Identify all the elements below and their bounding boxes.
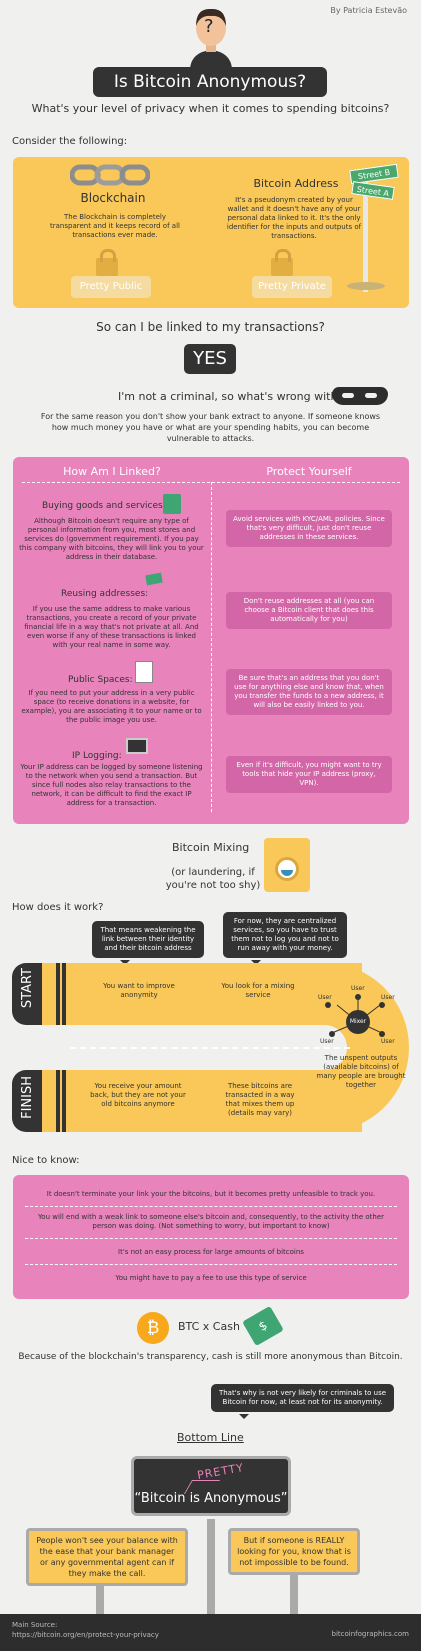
board-post bbox=[290, 1560, 298, 1614]
nice-divider bbox=[25, 1264, 397, 1265]
nice-divider bbox=[25, 1238, 397, 1239]
yes-answer: YES bbox=[184, 344, 236, 374]
footer bbox=[0, 1614, 421, 1651]
user-node bbox=[379, 1031, 385, 1037]
user-label: User bbox=[318, 994, 332, 1001]
closed-lock-icon bbox=[271, 249, 293, 276]
footer-source: Main Source: https://bitcoin.org/en/prot… bbox=[12, 1620, 159, 1640]
criminals-tooltip: That's why is not very likely for crimin… bbox=[211, 1384, 394, 1419]
track-bottom bbox=[42, 1070, 362, 1132]
nice-to-know-panel bbox=[13, 1175, 409, 1299]
nice-item: It doesn't terminate your link your the … bbox=[46, 1190, 376, 1198]
source-link[interactable]: https://bitcoin.org/en/protect-your-priv… bbox=[12, 1631, 159, 1639]
mixer-node: Mixer bbox=[346, 1010, 370, 1034]
mask-icon bbox=[332, 387, 388, 405]
shopping-bag-icon bbox=[163, 494, 181, 514]
washing-machine-icon bbox=[264, 838, 310, 892]
start-cap bbox=[12, 963, 42, 1025]
blockchain-description: The Blockchain is completely transparent… bbox=[50, 213, 180, 239]
user-label: User bbox=[320, 1038, 334, 1045]
mixing-title: Bitcoin Mixing bbox=[172, 841, 250, 854]
user-node bbox=[325, 1002, 331, 1008]
finish-label: FINISH bbox=[20, 1076, 35, 1119]
findable-board: But if someone is REALLY looking for you… bbox=[228, 1528, 360, 1575]
linked-question: So can I be linked to my transactions? bbox=[96, 320, 325, 334]
linked-item-title: Public Spaces: bbox=[68, 675, 133, 685]
sign-text: “Bitcoin is Anonymous” bbox=[134, 1491, 288, 1506]
start-line bbox=[56, 963, 60, 1025]
track-center-line bbox=[70, 1047, 350, 1049]
author-credit: By Patricia Estevão bbox=[330, 6, 407, 15]
nice-to-know-heading: Nice to know: bbox=[12, 1155, 80, 1166]
bitcoin-address-title: Bitcoin Address bbox=[253, 177, 339, 190]
linked-item-text: If you need to put your address in a ver… bbox=[21, 689, 202, 724]
linked-item-title: Reusing addresses: bbox=[61, 589, 149, 599]
balance-board: People won't see your balance with the e… bbox=[26, 1528, 188, 1586]
source-label: Main Source: bbox=[12, 1621, 58, 1629]
protect-tip: Be sure that's an address that you don't… bbox=[226, 669, 392, 715]
blockchain-title: Blockchain bbox=[80, 191, 146, 205]
how-it-works-heading: How does it work? bbox=[12, 902, 104, 913]
cash-icon: $ bbox=[242, 1305, 284, 1347]
user-label: User bbox=[381, 994, 395, 1001]
bitcoin-address-description: It's a pseudonym created by your wallet … bbox=[226, 196, 362, 240]
user-node bbox=[379, 1002, 385, 1008]
board-post bbox=[96, 1565, 104, 1614]
chain-icon bbox=[69, 163, 151, 191]
nice-item: It's not an easy process for large amoun… bbox=[118, 1248, 304, 1256]
step-outputs-gathered: The unspent outputs (available bitcoins)… bbox=[316, 1054, 406, 1089]
consider-heading: Consider the following: bbox=[12, 136, 128, 147]
nice-item: You will end with a weak link to someone… bbox=[37, 1213, 385, 1230]
qr-poster-icon bbox=[135, 661, 153, 683]
linked-item-text: If you use the same address to make vari… bbox=[24, 605, 199, 649]
linked-item-text: Your IP address can be logged by someone… bbox=[20, 763, 203, 807]
protect-tip: Even if it's difficult, you might want t… bbox=[226, 756, 392, 793]
page-subtitle: What's your level of privacy when it com… bbox=[31, 102, 390, 115]
start-line bbox=[62, 963, 66, 1025]
nice-divider bbox=[25, 1206, 397, 1207]
step-improve-anonymity: You want to improve anonymity bbox=[103, 982, 175, 999]
user-label: User bbox=[351, 985, 365, 992]
how-linked-heading: How Am I Linked? bbox=[63, 465, 161, 478]
question-head-illustration: ? bbox=[186, 6, 236, 68]
criminal-question: I'm not a criminal, so what's wrong with… bbox=[118, 390, 370, 403]
footer-site-link[interactable]: bitcoinfographics.com bbox=[331, 1630, 410, 1638]
finish-line bbox=[62, 1070, 66, 1132]
user-node bbox=[355, 994, 361, 1000]
street-sign-icon bbox=[347, 170, 385, 294]
protect-tip: Avoid services with KYC/AML policies. Si… bbox=[226, 510, 392, 547]
protect-tip: Don't reuse addresses at all (you can ch… bbox=[226, 592, 392, 629]
linked-item-title: IP Logging: bbox=[72, 751, 122, 761]
protect-yourself-heading: Protect Yourself bbox=[266, 465, 352, 478]
step-find-mixer: You look for a mixing service bbox=[221, 982, 295, 999]
anonymous-sign bbox=[131, 1456, 291, 1516]
sign-post bbox=[207, 1519, 215, 1614]
question-mark-icon: ? bbox=[204, 16, 214, 37]
step-bitcoins-mixed: These bitcoins are transacted in a way t… bbox=[225, 1082, 295, 1117]
pretty-private-badge: Pretty Private bbox=[252, 276, 332, 298]
user-node bbox=[329, 1031, 335, 1037]
mixing-subtitle: (or laundering, if you're not too shy) bbox=[165, 867, 261, 891]
cash-comparison-text: Because of the blockchain's transparency… bbox=[18, 1352, 403, 1362]
bitcoin-icon: ₿ bbox=[137, 1312, 169, 1344]
linked-item-title: Buying goods and services: bbox=[42, 501, 166, 511]
open-lock-icon bbox=[96, 249, 118, 276]
finish-line bbox=[56, 1070, 60, 1132]
column-divider bbox=[211, 482, 212, 812]
privacy-explanation: For the same reason you don't show your … bbox=[40, 412, 381, 443]
page-title: Is Bitcoin Anonymous? bbox=[93, 67, 327, 97]
computer-icon bbox=[126, 738, 148, 754]
finish-cap bbox=[12, 1070, 42, 1132]
step-receive-amount: You receive your amount back, but they a… bbox=[90, 1082, 186, 1108]
start-label: START bbox=[20, 968, 35, 1009]
bottom-line-heading: Bottom Line bbox=[177, 1431, 244, 1444]
pretty-public-badge: Pretty Public bbox=[71, 276, 151, 298]
centralized-tooltip: For now, they are centralized services, … bbox=[223, 912, 347, 965]
linked-item-text: Although Bitcoin doesn't require any typ… bbox=[19, 517, 204, 561]
anonymity-tooltip: That means weakening the link between th… bbox=[92, 921, 204, 965]
nice-item: You might have to pay a fee to use this … bbox=[115, 1274, 307, 1282]
user-label: User bbox=[381, 1038, 395, 1045]
btc-vs-cash-label: BTC x Cash bbox=[178, 1320, 240, 1333]
